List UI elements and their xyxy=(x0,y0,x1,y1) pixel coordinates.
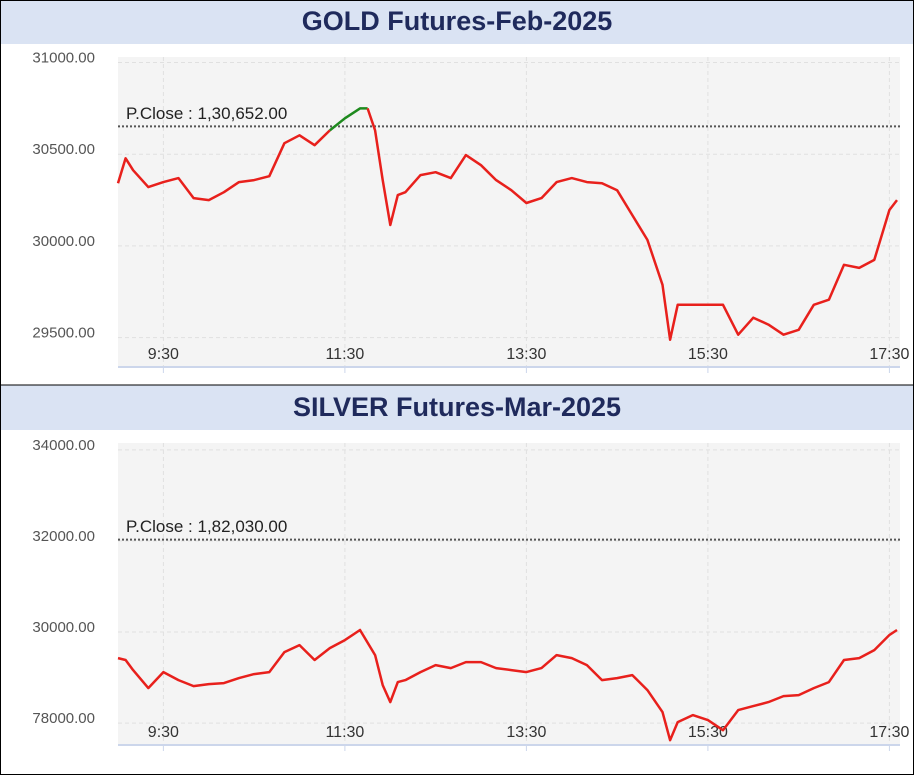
x-tick-label: 13:30 xyxy=(506,724,546,741)
price-line xyxy=(329,107,368,132)
x-tick-label: 9:30 xyxy=(148,346,179,363)
y-tick-label: 32000.00 xyxy=(32,528,95,545)
x-tick-label: 15:30 xyxy=(688,724,728,741)
title-band xyxy=(1,385,913,430)
reference-label: P.Close : 1,30,652.00 xyxy=(126,104,287,123)
y-tick-label: 30000.00 xyxy=(32,619,95,636)
x-tick-label: 17:30 xyxy=(869,346,909,363)
reference-label: P.Close : 1,82,030.00 xyxy=(126,517,287,536)
y-tick-label: 30500.00 xyxy=(32,141,95,158)
x-tick-label: 13:30 xyxy=(506,346,546,363)
title-band xyxy=(1,1,913,44)
x-tick-label: 9:30 xyxy=(148,724,179,741)
y-tick-label: 29500.00 xyxy=(32,325,95,342)
price-line xyxy=(117,628,898,742)
chart-title: SILVER Futures-Mar-2025 xyxy=(293,392,621,422)
y-tick-label: 34000.00 xyxy=(32,437,95,454)
chart-title: GOLD Futures-Feb-2025 xyxy=(302,6,613,36)
x-tick-label: 17:30 xyxy=(869,724,909,741)
y-tick-label: 78000.00 xyxy=(32,710,95,727)
price-line xyxy=(366,107,898,341)
x-tick-label: 11:30 xyxy=(325,346,364,363)
plot-area xyxy=(118,57,900,367)
y-tick-label: 31000.00 xyxy=(32,49,95,66)
x-tick-label: 15:30 xyxy=(688,346,728,363)
y-tick-label: 30000.00 xyxy=(32,233,95,250)
price-line xyxy=(116,129,331,202)
plot-area xyxy=(118,443,900,745)
x-tick-label: 11:30 xyxy=(325,724,364,741)
